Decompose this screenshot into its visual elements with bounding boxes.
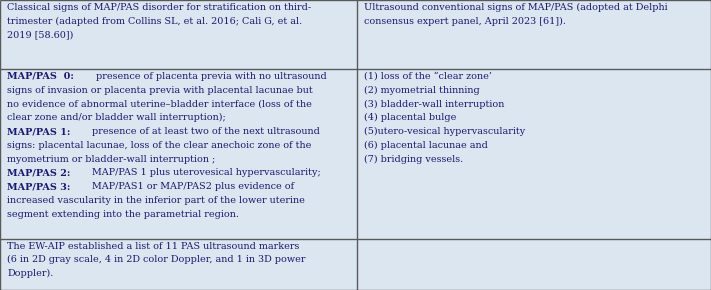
Text: clear zone and/or bladder wall interruption);: clear zone and/or bladder wall interrupt… — [7, 113, 226, 122]
Text: MAP/PAS 1 plus uterovesical hypervascularity;: MAP/PAS 1 plus uterovesical hypervascula… — [89, 168, 321, 177]
Bar — [357, 69, 711, 239]
Text: MAP/PAS 2:: MAP/PAS 2: — [7, 168, 70, 177]
Text: Classical signs of MAP/PAS disorder for stratification on third-: Classical signs of MAP/PAS disorder for … — [7, 3, 311, 12]
Text: (5)utero-vesical hypervascularity: (5)utero-vesical hypervascularity — [364, 127, 525, 136]
Text: consensus expert panel, April 2023 [61]).: consensus expert panel, April 2023 [61])… — [364, 17, 566, 26]
Text: presence of placenta previa with no ultrasound: presence of placenta previa with no ultr… — [93, 72, 327, 81]
Text: presence of at least two of the next ultrasound: presence of at least two of the next ult… — [89, 127, 320, 136]
Bar — [0, 0, 357, 69]
Text: (6 in 2D gray scale, 4 in 2D color Doppler, and 1 in 3D power: (6 in 2D gray scale, 4 in 2D color Doppl… — [7, 255, 306, 264]
Text: (6) placental lacunae and: (6) placental lacunae and — [364, 141, 488, 150]
Text: segment extending into the parametrial region.: segment extending into the parametrial r… — [7, 210, 239, 219]
Text: Doppler).: Doppler). — [7, 269, 53, 278]
Text: (4) placental bulge: (4) placental bulge — [364, 113, 456, 122]
Text: signs of invasion or placenta previa with placental lacunae but: signs of invasion or placenta previa wit… — [7, 86, 313, 95]
Text: myometrium or bladder-wall interruption ;: myometrium or bladder-wall interruption … — [7, 155, 215, 164]
Bar — [357, 239, 711, 290]
Text: (1) loss of the “clear zone’: (1) loss of the “clear zone’ — [364, 72, 492, 81]
Text: 2019 [58.60]): 2019 [58.60]) — [7, 30, 73, 39]
Text: MAP/PAS1 or MAP/PAS2 plus evidence of: MAP/PAS1 or MAP/PAS2 plus evidence of — [89, 182, 294, 191]
Bar — [0, 69, 357, 239]
Text: MAP/PAS 3:: MAP/PAS 3: — [7, 182, 70, 191]
Text: trimester (adapted from Collins SL, et al. 2016; Cali G, et al.: trimester (adapted from Collins SL, et a… — [7, 17, 302, 26]
Text: (2) myometrial thinning: (2) myometrial thinning — [364, 86, 480, 95]
Text: signs: placental lacunae, loss of the clear anechoic zone of the: signs: placental lacunae, loss of the cl… — [7, 141, 311, 150]
Text: MAP/PAS  0:: MAP/PAS 0: — [7, 72, 74, 81]
Bar — [0, 239, 357, 290]
Text: no evidence of abnormal uterine–bladder interface (loss of the: no evidence of abnormal uterine–bladder … — [7, 99, 312, 108]
Text: (3) bladder-wall interruption: (3) bladder-wall interruption — [364, 99, 504, 108]
Text: The EW-AIP established a list of 11 PAS ultrasound markers: The EW-AIP established a list of 11 PAS … — [7, 242, 299, 251]
Text: (7) bridging vessels.: (7) bridging vessels. — [364, 155, 463, 164]
Text: increased vascularity in the inferior part of the lower uterine: increased vascularity in the inferior pa… — [7, 196, 305, 205]
Text: Ultrasound conventional signs of MAP/PAS (adopted at Delphi: Ultrasound conventional signs of MAP/PAS… — [364, 3, 668, 12]
Text: MAP/PAS 1:: MAP/PAS 1: — [7, 127, 70, 136]
Bar — [357, 0, 711, 69]
